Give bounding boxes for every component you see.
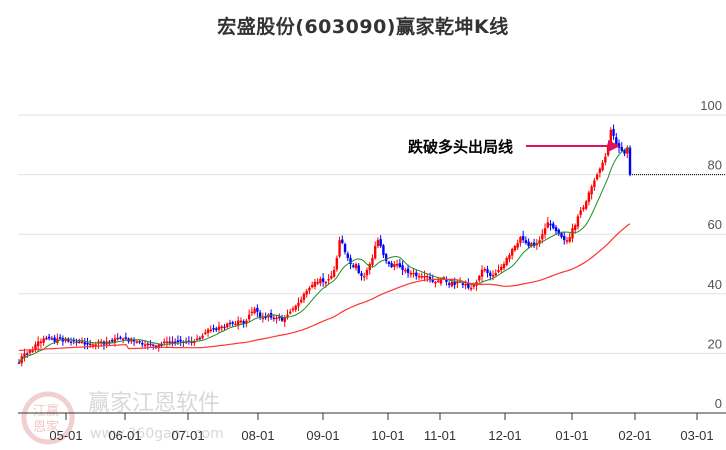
svg-text:0: 0 [715,396,722,411]
svg-text:40: 40 [708,277,722,292]
moving-averages [18,146,631,363]
svg-text:www.360gann.com: www.360gann.com [90,426,224,442]
svg-text:10-01: 10-01 [371,428,404,443]
svg-text:赢家江恩软件: 赢家江恩软件 [88,391,220,416]
svg-text:11-01: 11-01 [424,428,456,443]
svg-text:01-01: 01-01 [555,428,588,443]
annotation: 跌破多头出局线 [408,138,620,156]
svg-text:20: 20 [708,336,722,351]
svg-text:06-01: 06-01 [108,428,141,443]
svg-text:80: 80 [708,158,722,173]
svg-text:60: 60 [708,217,722,232]
svg-text:08-01: 08-01 [241,428,274,443]
svg-text:恩家: 恩家 [33,419,59,435]
grid-lines [18,114,726,354]
chart-title: 宏盛股份(603090)赢家乾坤K线 [217,16,509,38]
svg-text:100: 100 [700,98,722,113]
svg-text:江赢: 江赢 [33,403,59,419]
svg-text:12-01: 12-01 [488,428,521,443]
candlesticks [17,124,632,367]
y-axis-labels: 0 20 40 60 80 100 [700,98,722,411]
svg-text:09-01: 09-01 [306,428,339,443]
svg-text:07-01: 07-01 [171,428,204,443]
svg-text:05-01: 05-01 [49,428,82,443]
svg-text:02-01: 02-01 [618,428,651,443]
svg-text:03-01: 03-01 [680,428,713,443]
svg-text:跌破多头出局线: 跌破多头出局线 [408,138,513,156]
x-axis: 05-01 06-01 07-01 08-01 09-01 10-01 11-01 12-01… [18,412,726,443]
